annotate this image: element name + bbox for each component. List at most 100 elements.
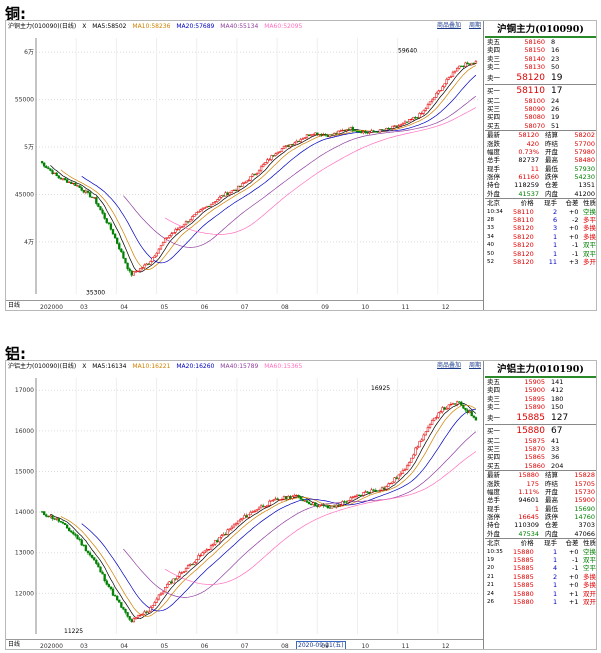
period-button[interactable]: 周期 [468,22,481,29]
ask-row: 卖一 58120 19 [485,72,596,84]
overlay-button[interactable]: 商品叠加 [437,22,462,29]
stat-value: 58202 [574,131,595,140]
candle-body [168,581,171,585]
aluminum-chart[interactable]: 沪铝主力(010090)(日线) X MA5:16134 MA10:16221 … [6,361,484,649]
candle-body [193,562,196,565]
stat-value: 16645 [518,513,539,522]
candle-body [245,180,248,183]
bid-volume: 26 [551,104,560,113]
trade-price: 15880 [513,597,534,606]
ask-row: 卖五 15905 141 [485,378,596,386]
candle-body [353,130,357,132]
stat-value: 1 [534,504,539,513]
candle-body [207,205,211,208]
trade-price: 58120 [513,232,534,241]
copper-chart[interactable]: 沪铜主力(010090)(日线) X MA5:58502 MA10:58236 … [6,21,484,310]
candle-body [426,427,430,433]
candle-body [234,523,238,526]
candle-body [61,521,65,524]
candle-body [387,483,390,487]
candle-body [443,407,446,410]
candle-body [382,487,386,490]
candle-body [243,515,246,519]
candle-body [472,62,475,65]
candle-body [211,202,215,205]
stat-row: 外盘 47534 内盘 47066 [485,530,596,538]
x-tick-label: 10 [361,304,370,311]
aluminum-chart-header: 沪铝主力(010090)(日线) X MA5:16134 MA10:16221 … [6,361,483,372]
candle-body [220,195,223,198]
candle-body [453,70,457,73]
overlay-button[interactable]: 商品叠加 [437,362,462,369]
x-tick-label: 05 [160,304,169,311]
ask-price: 15890 [524,403,545,412]
trade-time: 50 [487,250,494,257]
candle-body [157,248,161,254]
candle-body [84,545,88,552]
ask-volume: 19 [551,72,563,83]
trade-volume: 2 [552,207,558,216]
candle-body [159,244,163,250]
bid-price: 15870 [524,444,545,453]
candle-body [134,617,138,619]
candle-body [132,271,136,276]
trade-volume: 1 [552,249,558,258]
ask-price: 15895 [524,394,545,403]
candle-body [153,255,156,258]
trade-price: 15885 [513,556,534,565]
ma20-line [81,408,476,612]
copper-kline-svg: 6万 55000 5万 45000 4万 59640 35300 [15,38,478,296]
candle-body [408,119,411,123]
period-button[interactable]: 周期 [468,362,481,369]
candle-body [357,494,361,496]
copper-quote-panel: 沪铜主力(010090) 卖五 58160 8 卖四 58150 16 卖三 5… [485,21,596,310]
candle-body [335,504,338,508]
candle-body [255,509,259,512]
trade-time: 19 [487,557,494,564]
candle-body [289,144,292,147]
stat-value: 47066 [574,529,595,538]
bid-price: 15865 [524,453,545,462]
stat-label: 现手 [487,504,500,513]
candle-body [272,499,275,501]
stat-row: 涨跌 420 昨结 57700 [485,140,596,148]
stat-value: 1351 [578,181,595,190]
trade-time: 40 [487,242,494,249]
ask-label: 卖二 [487,63,500,72]
x-tick-label: 202000 [40,643,63,650]
stat-value: 15690 [574,504,595,513]
candle-body [191,216,194,221]
ask-volume: 16 [551,46,560,55]
candle-body [149,261,152,265]
candle-body [97,203,100,207]
candle-body [107,222,110,225]
candle-body [201,552,204,556]
candle-body [72,182,75,185]
candle-body [205,549,209,552]
candle-body [224,534,227,536]
x-tick-label: 08 [281,304,289,311]
close-mark[interactable]: X [82,23,87,30]
candle-body [355,494,359,497]
candle-body [124,609,127,613]
trade-time: 34 [487,233,494,240]
candle-body [184,221,188,226]
candle-body [241,183,244,187]
candle-body [326,134,329,138]
stat-value: 14760 [574,513,595,522]
price-tick: 16000 [15,428,34,435]
candle-body [65,524,69,529]
ask-price: 15885 [516,412,545,423]
x-tick-label: 03 [80,304,88,311]
candle-body [257,170,261,174]
stat-value: 15828 [574,471,595,480]
candle-body [170,581,173,584]
trade-volume: 1 [552,589,558,598]
candle-body [470,411,473,417]
candle-body [410,457,413,463]
candle-body [314,502,317,507]
close-mark[interactable]: X [82,363,87,370]
candle-body [95,197,98,204]
candle-body [397,474,400,479]
ask-row: 卖一 15885 127 [485,412,596,424]
